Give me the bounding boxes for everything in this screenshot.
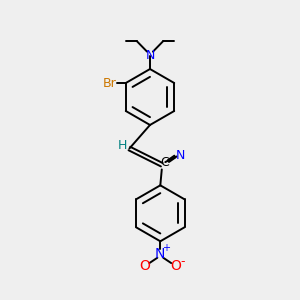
Text: N: N — [145, 49, 155, 62]
Text: O: O — [170, 259, 181, 273]
Text: -: - — [181, 255, 185, 268]
Text: N: N — [176, 149, 185, 162]
Text: N: N — [155, 247, 166, 261]
Text: H: H — [118, 139, 128, 152]
Text: C: C — [160, 156, 169, 169]
Text: +: + — [162, 243, 170, 253]
Text: Br: Br — [103, 76, 116, 89]
Text: O: O — [140, 259, 150, 273]
